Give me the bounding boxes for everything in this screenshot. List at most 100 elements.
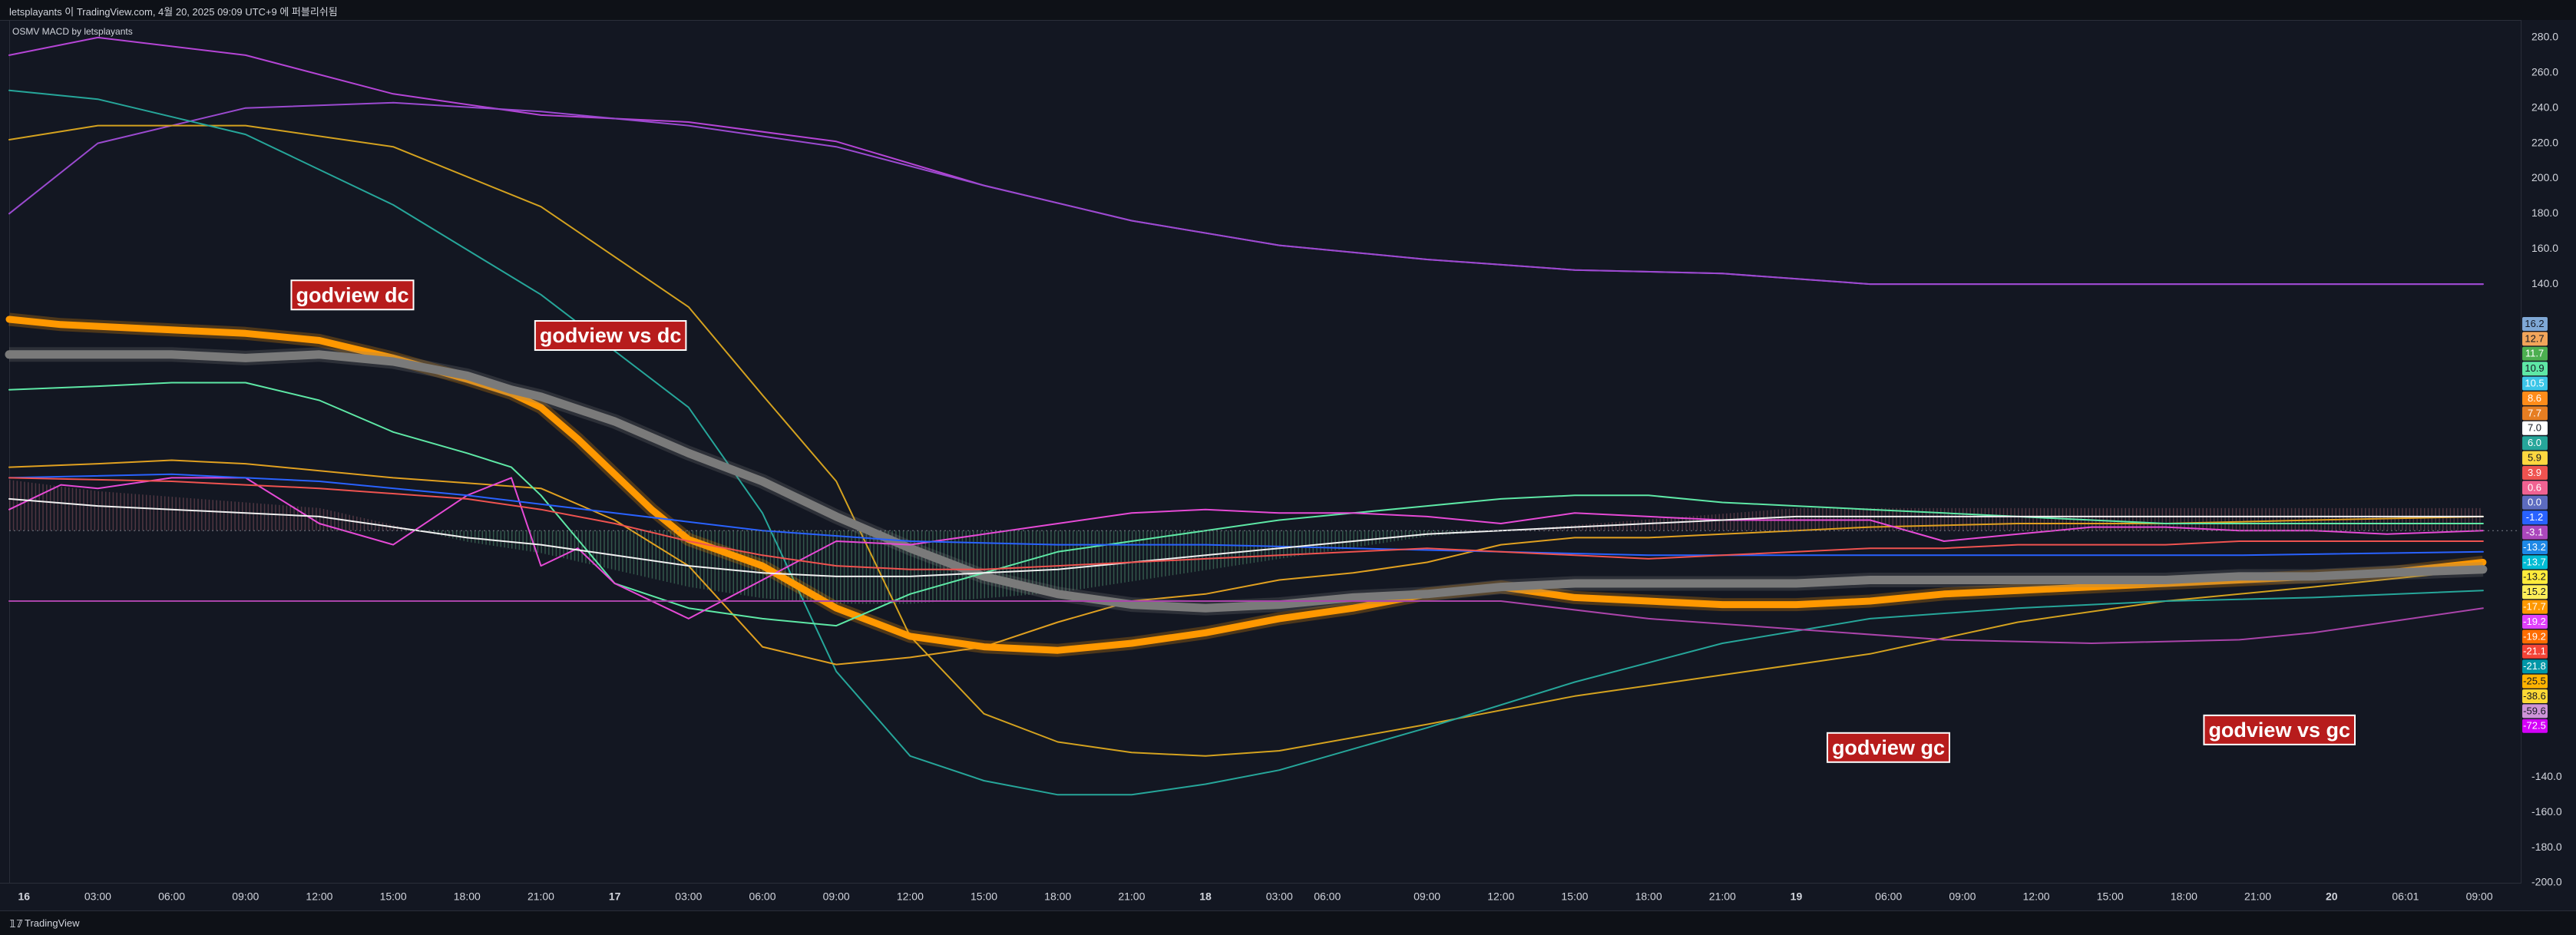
histogram-bar [1969,508,1971,530]
histogram-bar [615,530,617,570]
histogram-bar [626,530,627,573]
histogram-bar [726,530,727,593]
histogram-bar [20,481,21,530]
histogram-bar [1083,530,1085,589]
histogram-bar [327,510,329,530]
histogram-bar [2287,508,2289,530]
histogram-bar [666,530,668,582]
histogram-bar [493,530,494,546]
histogram-bar [1589,524,1591,530]
histogram-bar [630,530,631,573]
value-badge-label: 10.5 [2525,378,2544,389]
series-glow-6 [9,355,2483,608]
histogram-bar [154,495,155,530]
histogram-bar [2214,508,2215,530]
histogram-bar [1401,530,1403,540]
tradingview-logo-icon[interactable]: 𝟙𝟟 [9,918,23,930]
histogram-bar [142,494,144,530]
histogram-bar [656,530,657,579]
histogram-bar [2051,508,2052,530]
histogram-bar [2254,508,2256,530]
histogram-bar [1656,519,1658,530]
histogram-bar [1955,508,1956,530]
histogram-bar [24,482,25,531]
histogram-bar [991,530,993,597]
histogram-bar [356,517,358,530]
series-line-1 [9,103,2483,284]
histogram-bar [1375,530,1377,544]
value-badge-label: 12.7 [2525,332,2544,344]
histogram-bar [1619,521,1621,530]
histogram-bar [1242,530,1244,564]
annotation-label: godview dc [296,283,408,306]
histogram-bar [338,512,339,530]
histogram-bar [1080,530,1082,589]
histogram-bar [2457,508,2459,530]
histogram-bar [2036,508,2038,530]
histogram-bar [253,503,254,530]
x-tick-label: 18:00 [1635,890,1662,903]
histogram-bar [286,506,288,531]
x-tick-label: 18:00 [2171,890,2197,903]
histogram-bar [578,530,580,561]
histogram-bar [157,496,158,531]
histogram-bar [2221,508,2222,530]
x-tick-label: 12:00 [2023,890,2050,903]
y-tick-label: 180.0 [2531,206,2558,219]
histogram-bar [1667,518,1668,531]
histogram-bar [2306,508,2307,530]
histogram-bar [289,506,291,530]
footer-brand[interactable]: TradingView [25,917,80,929]
histogram-bar [1099,530,1100,586]
histogram-bar [2240,508,2241,530]
histogram-bar [1405,530,1407,540]
histogram-bar [1095,530,1096,586]
histogram-bar [722,530,723,592]
histogram-bar [544,530,546,553]
value-badge-label: 10.9 [2525,362,2544,374]
histogram-bar [2398,508,2399,530]
histogram-bar [570,530,572,560]
histogram-bar [124,493,125,530]
histogram-bar [489,530,491,545]
histogram-bar [1139,530,1141,580]
histogram-bar [1697,516,1698,530]
histogram-bar [2479,508,2481,530]
histogram-bar [131,494,133,530]
histogram-bar [526,530,527,550]
histogram-bar [1169,530,1170,576]
histogram-bar [367,519,369,530]
histogram-bar [116,493,117,531]
histogram-bar [1254,530,1255,563]
histogram-bar [1930,508,1931,530]
histogram-bar [995,530,997,597]
histogram-bar [1660,518,1662,530]
histogram-bar [382,523,384,531]
value-badge-label: 11.7 [2525,348,2544,359]
histogram-bar [718,530,719,591]
histogram-bar [1604,523,1605,530]
histogram-bar [94,491,96,530]
histogram-bar [2261,508,2263,530]
histogram-bar [2044,508,2045,530]
histogram-bar [1973,508,1975,530]
histogram-bar [1128,530,1129,582]
histogram-bar [1065,530,1066,591]
histogram-bar [1187,530,1189,573]
histogram-bar [309,507,310,530]
histogram-bar [2302,508,2303,530]
value-badge-label: 8.6 [2528,392,2541,404]
histogram-bar [1996,508,1997,530]
histogram-bar [648,530,650,577]
histogram-bar [2243,508,2244,530]
histogram-bar [501,530,502,547]
x-tick-label: 20 [2326,890,2338,903]
histogram-bar [1711,514,1713,530]
value-badge-label: -25.5 [2523,676,2546,687]
histogram-bar [1346,530,1348,548]
value-badge-label: -38.6 [2523,690,2546,702]
histogram-bar [670,530,672,583]
histogram-bar [1738,513,1739,530]
x-tick-label: 12:00 [306,890,332,903]
value-badge-label: -72.5 [2523,720,2546,732]
